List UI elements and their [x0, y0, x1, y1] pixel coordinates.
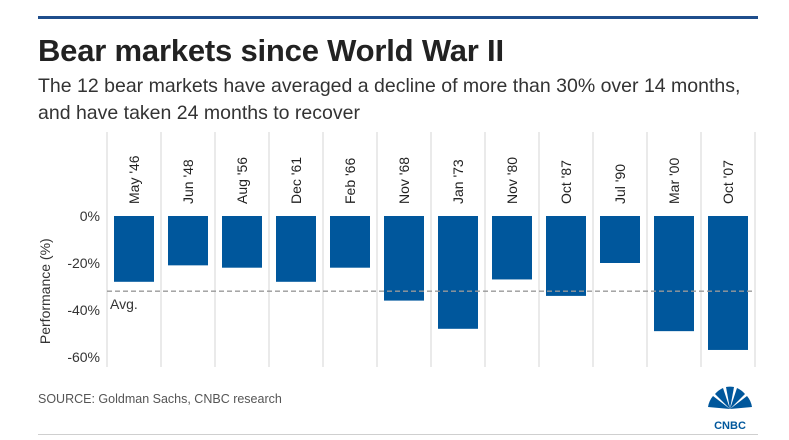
y-tick-label: 0% [80, 208, 100, 224]
bar [546, 216, 586, 296]
source-note: SOURCE: Goldman Sachs, CNBC research [38, 392, 282, 406]
bottom-rule [38, 434, 758, 435]
bar [492, 216, 532, 280]
average-label: Avg. [110, 296, 138, 312]
category-label: Oct '07 [720, 160, 736, 204]
category-label: Mar '00 [666, 158, 682, 204]
bar [384, 216, 424, 301]
category-label: Dec '61 [288, 157, 304, 204]
bar [654, 216, 694, 332]
svg-text:CNBC: CNBC [714, 420, 746, 431]
category-label: Jul '90 [612, 164, 628, 204]
bar-chart: May '46 Jun '48 Aug '56 Dec '61 Feb '66 Nov '… [37, 132, 756, 367]
category-label: Aug '56 [234, 157, 250, 204]
chart-title: Bear markets since World War II [38, 33, 504, 68]
category-label: Nov '68 [396, 157, 412, 204]
bar [276, 216, 316, 282]
y-tick-label: -60% [67, 349, 100, 365]
y-tick-label: -40% [67, 302, 100, 318]
bar [330, 216, 370, 268]
cnbc-logo-icon: CNBC [708, 386, 752, 431]
bar [708, 216, 748, 350]
category-label: Jan '73 [450, 159, 466, 204]
bar [114, 216, 154, 282]
y-axis-title: Performance (%) [37, 238, 53, 344]
category-label: Nov '80 [504, 157, 520, 204]
chart-subtitle: The 12 bear markets have averaged a decl… [38, 75, 741, 124]
bar [222, 216, 262, 268]
bar [168, 216, 208, 266]
category-label: Oct '87 [558, 160, 574, 204]
y-tick-label: -20% [67, 255, 100, 271]
top-accent-rule [38, 16, 758, 19]
category-label: Feb '66 [342, 158, 358, 204]
category-label: Jun '48 [180, 159, 196, 204]
bar [600, 216, 640, 263]
category-label: May '46 [126, 155, 142, 204]
bar [438, 216, 478, 329]
